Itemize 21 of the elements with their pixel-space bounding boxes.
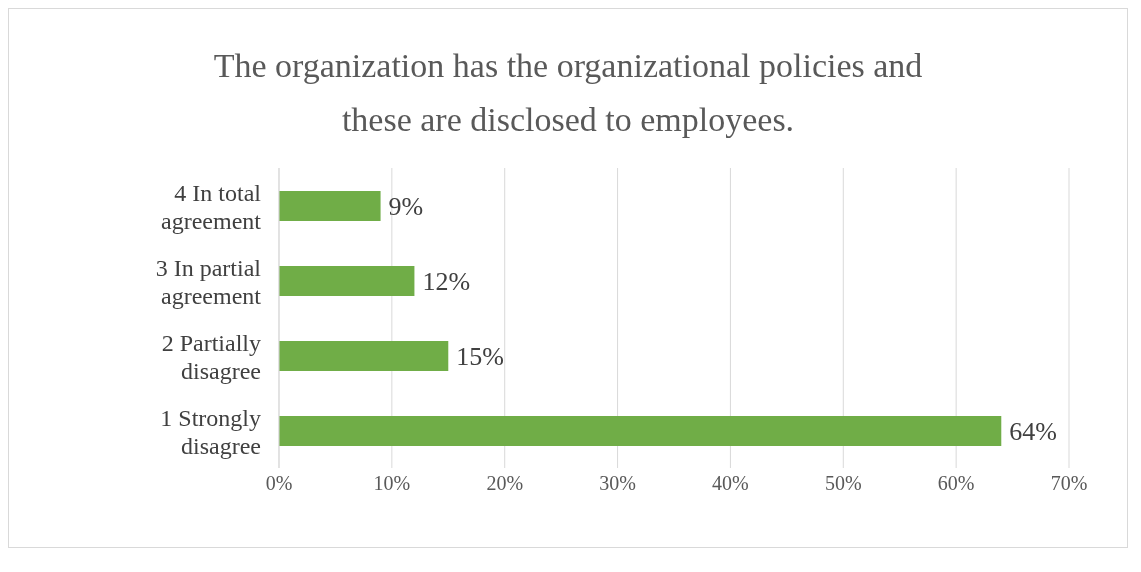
bar <box>279 265 415 296</box>
x-tick-label: 10% <box>373 471 411 494</box>
x-tick-label: 70% <box>1050 471 1088 494</box>
x-tick-label: 20% <box>486 471 524 494</box>
data-label: 9% <box>388 191 424 221</box>
x-tick-label: 40% <box>712 471 749 494</box>
data-label: 12% <box>422 266 471 296</box>
bar <box>279 190 381 221</box>
x-tick-label: 60% <box>937 471 975 494</box>
x-tick-label: 0% <box>265 471 293 494</box>
y-tick-label: 3 In partial agreement <box>155 254 262 309</box>
y-tick-label: 4 In total agreement <box>161 179 262 234</box>
y-tick-label: 1 Strongly disagree <box>160 404 261 459</box>
chart-title: The organization has the organizational policies and these are disclosed to employees. <box>212 46 924 141</box>
y-tick-label: 2 Partially disagree <box>161 329 261 384</box>
data-label: 64% <box>1009 416 1057 446</box>
bar <box>279 340 449 371</box>
bar <box>279 415 1002 446</box>
x-tick-label: 50% <box>824 471 862 494</box>
x-tick-label: 30% <box>599 471 636 494</box>
data-label: 15% <box>456 341 504 371</box>
